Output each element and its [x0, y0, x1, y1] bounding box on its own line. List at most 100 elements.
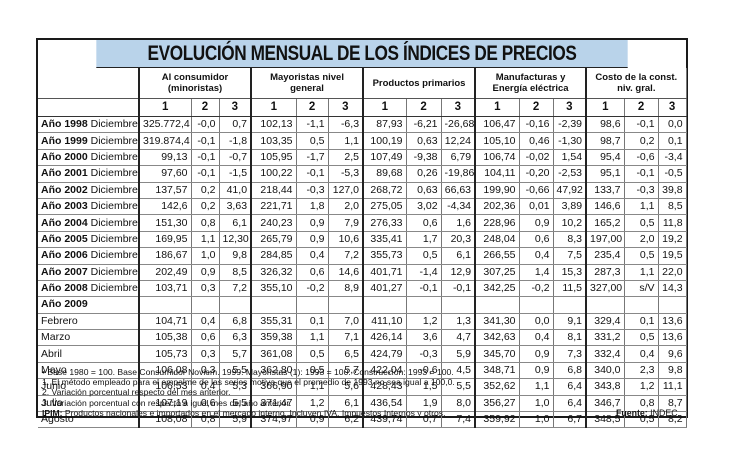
cell-value: 100,22 [251, 165, 297, 183]
row-label: Año 2001 Diciembre [38, 165, 140, 183]
row-label-year: Año 1998 [41, 118, 88, 131]
cell-value: 8,5 [658, 198, 687, 216]
cell-value: s/V [624, 280, 659, 298]
cell-value: 6,5 [328, 345, 365, 363]
cell-value: 0,9 [519, 362, 554, 380]
cell-value: 362,80 [251, 362, 297, 380]
cell-value: -0,6 [624, 149, 659, 167]
cell-value: 5,3 [219, 378, 253, 396]
cell-value: 12,9 [441, 264, 477, 281]
cell-value [296, 296, 329, 314]
cell-value: 0,6 [296, 264, 329, 281]
cell-value: 0,9 [296, 411, 329, 429]
cell-value: 331,2 [586, 329, 625, 347]
cell-value: 8,0 [441, 395, 477, 413]
cell-value: 15,3 [553, 264, 588, 281]
cell-value: 97,60 [139, 165, 192, 183]
cell-value: 0,9 [296, 214, 329, 232]
cell-value: 186,67 [139, 247, 192, 265]
cell-value: 0,0 [658, 116, 687, 134]
row-label-month: Diciembre [87, 134, 138, 147]
subcolumn-header: 3 [441, 98, 477, 117]
row-label-year: Año 2001 [41, 167, 88, 180]
cell-value: 1,1 [624, 264, 659, 281]
cell-value: 422,04 [363, 362, 407, 380]
cell-value: 266,55 [475, 247, 520, 265]
cell-value: 426,14 [363, 329, 407, 347]
cell-value: 0,8 [191, 411, 220, 429]
cell-value: 340,0 [586, 362, 625, 380]
cell-value: 1,9 [406, 395, 442, 413]
cell-value: 6,2 [328, 411, 365, 429]
footnote-ipim: IPIM: Productos nacionales e importados … [42, 408, 682, 418]
table-row: Agosto 108,08 0,8 5,9 374,97 0,9 6,2 439,74 0,7 7… [38, 411, 687, 429]
cell-value: 6,8 [553, 362, 588, 380]
cell-value: 1,1 [191, 231, 220, 249]
cell-value: 355,73 [363, 247, 407, 265]
cell-value [624, 296, 659, 314]
cell-value: 7,2 [219, 280, 253, 298]
cell-value: 1,1 [296, 378, 329, 396]
row-label: Año 1999 Diciembre [38, 132, 140, 150]
row-label-month: Diciembre [87, 216, 138, 229]
cell-value: 5,6 [328, 378, 365, 396]
cell-value: 7,2 [328, 247, 365, 265]
row-label-month: Marzo [41, 331, 71, 344]
cell-value: 287,3 [586, 264, 625, 281]
cell-value: 4,7 [441, 329, 477, 347]
row-label-year: Año 2008 [41, 282, 88, 295]
cell-value: 276,33 [363, 214, 407, 232]
subcolumn-header: 3 [553, 98, 588, 117]
row-label: Año 2007 Diciembre [38, 264, 140, 281]
cell-value: -0,1 [624, 116, 659, 134]
cell-value: 202,49 [139, 264, 192, 281]
cell-value [191, 296, 220, 314]
cell-value: 106,08 [139, 362, 192, 380]
row-label-month: Diciembre [87, 200, 138, 213]
cell-value: 0,4 [624, 345, 659, 363]
cell-value: 0,63 [406, 132, 442, 150]
cell-value: 0,9 [519, 214, 554, 232]
table-body: Año 1998 Diciembre 325.772,4 -0,0 0,7 102,13… [38, 116, 687, 429]
cell-value: 0,4 [296, 247, 329, 265]
row-label-month: Febrero [41, 314, 78, 327]
cell-value: 95,4 [586, 149, 625, 167]
footnote-base: • Base 1980 = 100. Base Consumidor Novie… [42, 367, 454, 377]
cell-value: -1,1 [296, 116, 329, 134]
cell-value: 14,6 [328, 264, 365, 281]
cell-value: 6,1 [441, 247, 477, 265]
cell-value: 14,3 [658, 280, 687, 298]
cell-value: 10,2 [553, 214, 588, 232]
cell-value: 104,71 [139, 313, 192, 331]
price-index-table: Al consumidor (minoristas) Mayoristas ni… [38, 68, 687, 429]
cell-value: 98,6 [586, 116, 625, 134]
cell-value: 106,53 [139, 378, 192, 396]
table-row: Julio 107,19 0,6 5,5 371,47 1,2 6,1 436,54 1,9 8,… [38, 395, 687, 413]
cell-value: 3,6 [406, 329, 442, 347]
cell-value: 0,1 [658, 132, 687, 150]
cell-value: 1,1 [296, 329, 329, 347]
subcolumn-header: 1 [251, 98, 297, 117]
cell-value: -1,4 [406, 264, 442, 281]
footnote-1: 1. El método empleado para el empalme de… [42, 377, 455, 388]
cell-value: 439,74 [363, 411, 407, 429]
cell-value: -0,20 [519, 165, 554, 183]
table-row: Año 2009 [38, 296, 687, 314]
cell-value [658, 296, 687, 314]
group-header-manufacturing: Manufacturas y Energía eléctrica [475, 68, 588, 99]
cell-value: 0,26 [406, 165, 442, 183]
cell-value: 342,25 [475, 280, 520, 298]
table-row: Año 2000 Diciembre 99,13 -0,1 -0,7 105,95 -1,… [38, 149, 687, 167]
cell-value: 22,0 [658, 264, 687, 281]
cell-value: 332,4 [586, 345, 625, 363]
cell-value: 1,6 [441, 214, 477, 232]
cell-value: 0,3 [191, 345, 220, 363]
cell-value: 307,25 [475, 264, 520, 281]
cell-value: 436,54 [363, 395, 407, 413]
cell-value: 103,71 [139, 280, 192, 298]
cell-value: 1,8 [296, 198, 329, 216]
row-label-year: Año 2000 [41, 150, 88, 163]
subcolumn-header: 1 [363, 98, 407, 117]
table-title: EVOLUCIÓN MENSUAL DE LOS ÍNDICES DE PREC… [96, 40, 628, 68]
row-label: Año 2008 Diciembre [38, 280, 140, 298]
